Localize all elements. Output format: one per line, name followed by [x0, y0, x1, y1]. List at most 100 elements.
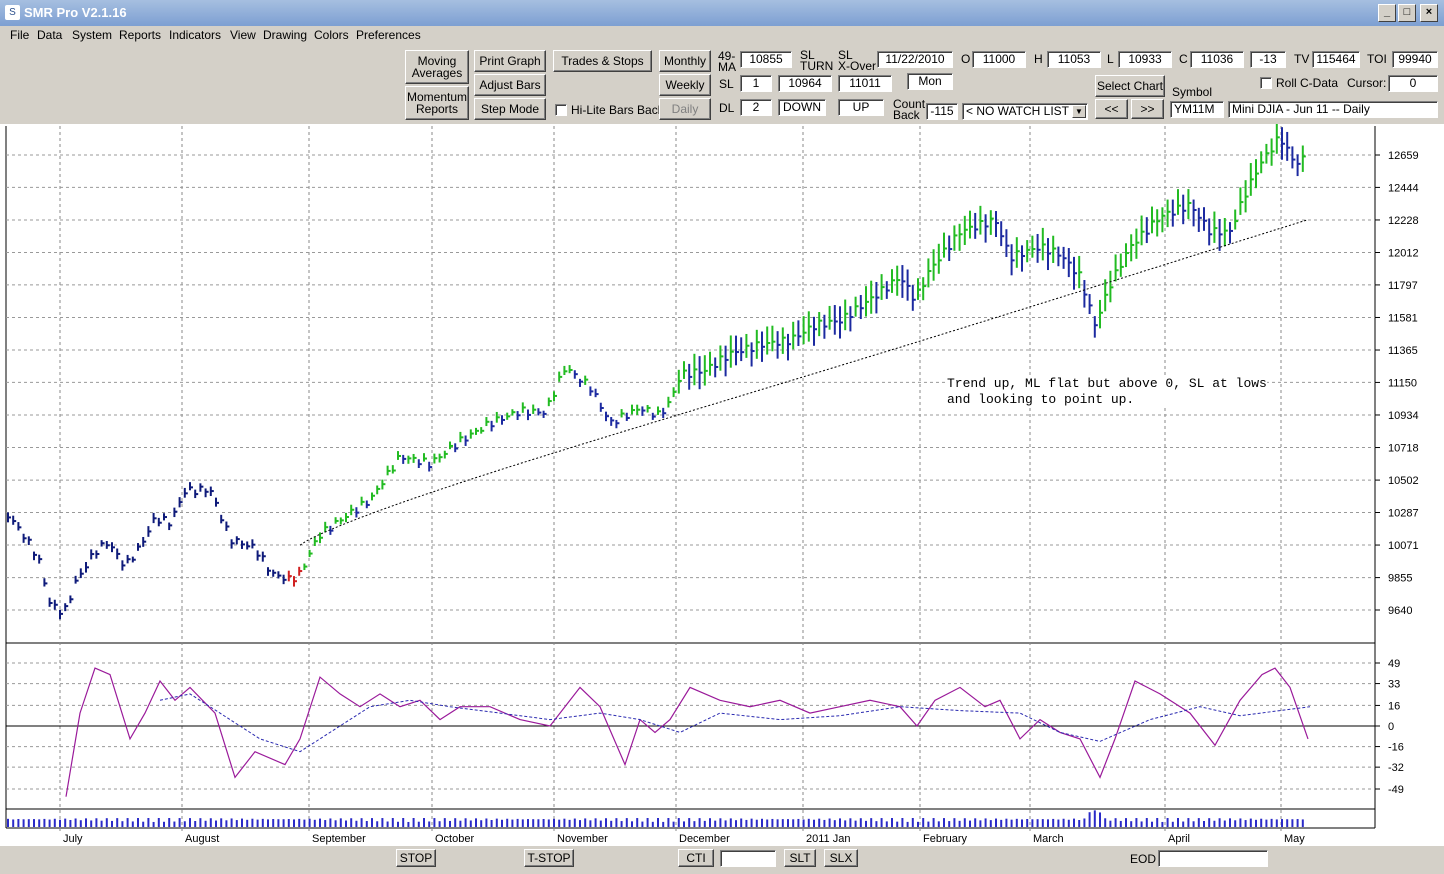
window-title: SMR Pro V2.1.16 [24, 5, 127, 20]
price-tick-label: 12228 [1388, 215, 1419, 227]
menu-preferences[interactable]: Preferences [356, 28, 421, 42]
month-label: September [312, 833, 366, 845]
watchlist-select[interactable]: < NO WATCH LIST > ▼ [962, 103, 1088, 120]
trades-stops-button[interactable]: Trades & Stops [553, 50, 652, 72]
daily-button[interactable]: Daily [659, 98, 711, 120]
monthly-button[interactable]: Monthly [659, 50, 711, 72]
momentum-reports-button[interactable]: Momentum Reports [405, 86, 469, 120]
tstop-button[interactable]: T-STOP [524, 849, 574, 867]
chevron-down-icon[interactable]: ▼ [1072, 105, 1086, 118]
oscillator-line [65, 667, 1309, 797]
high-label: H [1034, 52, 1043, 66]
count-back-field[interactable]: -115 [926, 103, 958, 120]
price-tick-label: 10502 [1388, 475, 1419, 487]
close-label: C [1179, 52, 1188, 66]
sl-turn-field[interactable]: 10964 [778, 75, 832, 92]
osc-tick-label: 49 [1388, 658, 1400, 670]
price-tick-label: 11150 [1388, 377, 1417, 389]
change-field[interactable]: -13 [1250, 51, 1286, 68]
minimize-button[interactable]: _ [1378, 4, 1396, 22]
maximize-button[interactable]: □ [1398, 4, 1416, 22]
dl-up-field[interactable]: UP [838, 99, 884, 116]
sl-value-field[interactable]: 1 [740, 75, 772, 92]
cti-field[interactable] [720, 850, 776, 867]
price-tick-label: 10934 [1388, 410, 1419, 422]
menu-view[interactable]: View [230, 28, 256, 42]
stop-button[interactable]: STOP [396, 849, 436, 867]
tv-label: TV [1294, 52, 1310, 66]
osc-tick-label: -16 [1388, 742, 1404, 754]
osc-tick-label: 33 [1388, 679, 1400, 691]
slx-button[interactable]: SLX [824, 849, 858, 867]
date-field[interactable]: 11/22/2010 [877, 51, 953, 68]
print-graph-button[interactable]: Print Graph [474, 50, 546, 72]
month-label: August [185, 833, 219, 845]
adjust-bars-button[interactable]: Adjust Bars [474, 74, 546, 96]
month-label: March [1033, 833, 1064, 845]
month-label: November [557, 833, 608, 845]
price-tick-label: 9640 [1388, 605, 1412, 617]
eod-label: EOD [1130, 852, 1157, 866]
toi-field[interactable]: 99940 [1392, 51, 1438, 68]
prev-chart-button[interactable]: << [1095, 99, 1128, 119]
symbol-field[interactable]: YM11M [1170, 101, 1224, 118]
weekly-button[interactable]: Weekly [659, 74, 711, 96]
eod-field[interactable] [1158, 850, 1268, 867]
low-label: L [1107, 52, 1114, 66]
toolbar: Moving Averages Momentum Reports Print G… [0, 44, 1444, 124]
select-chart-button[interactable]: Select Chart [1095, 75, 1165, 97]
osc-tick-label: 0 [1388, 721, 1394, 733]
day-field: Mon [907, 73, 953, 90]
cti-button[interactable]: CTI [678, 849, 714, 867]
ma-value-field[interactable]: 10855 [740, 51, 792, 68]
sl-xover-field[interactable]: 11011 [838, 75, 892, 92]
high-field[interactable]: 11053 [1047, 51, 1101, 68]
month-label: May [1284, 833, 1305, 845]
close-button[interactable]: × [1420, 4, 1438, 22]
price-tick-label: 11365 [1388, 345, 1418, 357]
cursor-label: Cursor: [1347, 76, 1387, 90]
osc-tick-label: 16 [1388, 700, 1400, 712]
low-field[interactable]: 10933 [1118, 51, 1172, 68]
menu-data[interactable]: Data [37, 28, 63, 42]
osc-tick-label: -49 [1388, 784, 1404, 796]
dl-value-field[interactable]: 2 [740, 99, 772, 116]
price-tick-label: 10287 [1388, 507, 1419, 519]
menu-file[interactable]: File [10, 28, 30, 42]
open-field[interactable]: 11000 [972, 51, 1026, 68]
chart-panel[interactable]: July August September October November Decemb… [0, 124, 1444, 846]
slt-button[interactable]: SLT [784, 849, 816, 867]
month-label: July [63, 833, 83, 845]
symbol-description-field: Mini DJIA - Jun 11 -- Daily [1228, 101, 1438, 118]
app-icon: S [5, 5, 20, 20]
tv-field[interactable]: 115464 [1312, 51, 1360, 68]
month-label: April [1168, 833, 1190, 845]
price-chart[interactable]: July August September October November Decemb… [0, 124, 1444, 846]
menu-drawing[interactable]: Drawing [263, 28, 308, 42]
next-chart-button[interactable]: >> [1131, 99, 1164, 119]
step-mode-button[interactable]: Step Mode [474, 98, 546, 120]
hilite-bars-back-label: Hi-Lite Bars Back [571, 103, 664, 117]
bottom-bar: STOP T-STOP CTI SLT SLX EOD [0, 846, 1444, 874]
price-tick-label: 12444 [1388, 182, 1419, 194]
count-back-label: Count Back [893, 97, 926, 122]
ma-label: 49- MA [718, 49, 736, 74]
moving-average-line [299, 219, 1309, 546]
price-tick-label: 11581 [1388, 312, 1418, 324]
sl-turn-label: SL TURN [800, 48, 834, 73]
cursor-field[interactable]: 0 [1388, 75, 1438, 92]
roll-cdata-checkbox[interactable] [1260, 77, 1272, 89]
price-tick-label: 12659 [1388, 150, 1419, 162]
menu-reports[interactable]: Reports [119, 28, 162, 42]
moving-averages-button[interactable]: Moving Averages [405, 50, 469, 84]
menu-system[interactable]: System [72, 28, 113, 42]
close-field[interactable]: 11036 [1190, 51, 1244, 68]
menu-colors[interactable]: Colors [314, 28, 349, 42]
hilite-bars-back-checkbox[interactable] [555, 104, 567, 116]
title-bar: S SMR Pro V2.1.16 _ □ × [0, 0, 1444, 26]
price-tick-label: 10718 [1388, 443, 1419, 455]
menu-indicators[interactable]: Indicators [169, 28, 222, 42]
month-label: October [435, 833, 474, 845]
dl-down-field[interactable]: DOWN [778, 99, 826, 116]
